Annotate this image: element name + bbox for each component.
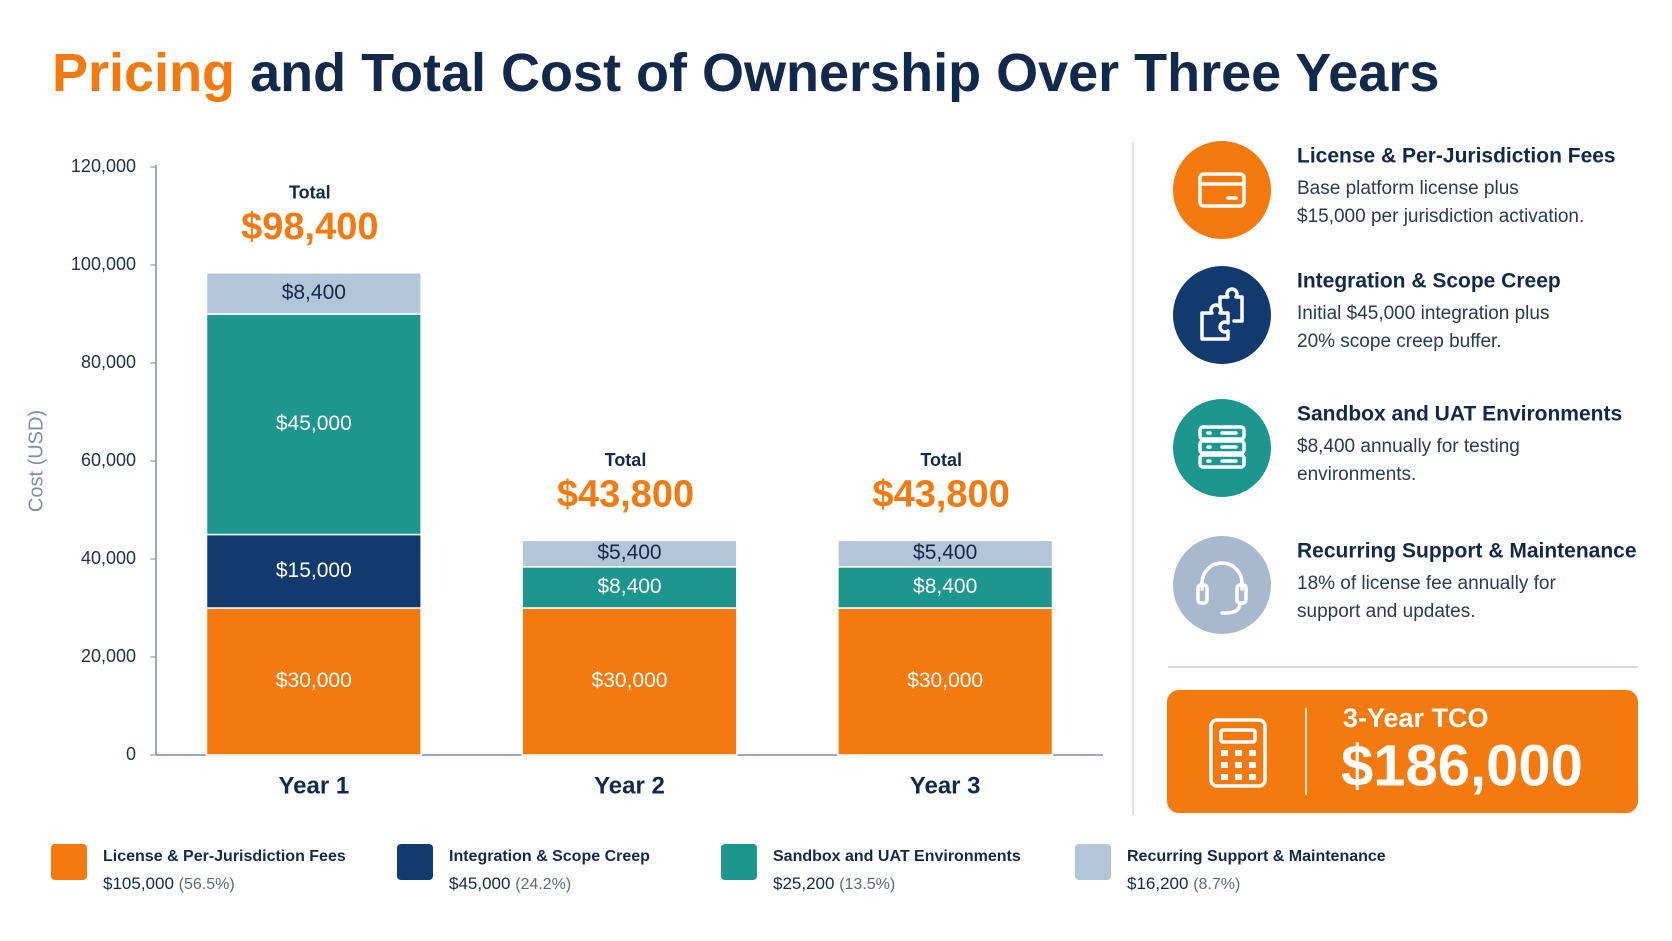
side-description: support and updates.: [1297, 601, 1476, 622]
legend-total: $16,200: [1127, 874, 1188, 893]
icon-part: [1200, 561, 1244, 591]
legend-swatch: [51, 844, 87, 880]
side-description: Initial $45,000 integration plus: [1297, 303, 1549, 324]
legend-name: Integration & Scope Creep: [449, 848, 650, 865]
icon-part: [1196, 583, 1209, 605]
legend-share: (8.7%): [1193, 876, 1240, 893]
total-value: $98,400: [241, 206, 378, 248]
side-description: $8,400 annually for testing: [1297, 436, 1520, 457]
segment-label: $5,400: [913, 541, 977, 564]
segment-label: $45,000: [276, 412, 352, 435]
side-description: 20% scope creep buffer.: [1297, 331, 1502, 352]
legend-total: $25,200: [773, 874, 834, 893]
legend-total: $105,000: [103, 874, 174, 893]
legend-swatch: [397, 844, 433, 880]
side-icon: [1196, 561, 1248, 615]
side-icon: [1200, 287, 1244, 341]
icon-part: [1200, 287, 1244, 341]
side-description: Base platform license plus: [1297, 178, 1519, 199]
segment-label: $15,000: [276, 559, 352, 582]
legend-total: $45,000: [449, 874, 510, 893]
legend-swatch: [721, 844, 757, 880]
side-title: Sandbox and UAT Environments: [1297, 403, 1622, 426]
side-title: Recurring Support & Maintenance: [1297, 540, 1637, 563]
bar-segment: [837, 566, 1054, 609]
segment-label: $8,400: [597, 575, 661, 598]
legend-amount: $16,200 (8.7%): [1127, 874, 1240, 893]
segment-label: $5,400: [597, 541, 661, 564]
side-description: environments.: [1297, 464, 1416, 485]
legend-name: License & Per-Jurisdiction Fees: [103, 848, 346, 865]
side-circle: [1173, 141, 1271, 239]
x-tick-label: Year 1: [278, 772, 349, 799]
legend-name: Sandbox and UAT Environments: [773, 848, 1021, 865]
y-tick-label: 120,000: [71, 156, 136, 176]
bar-segment: [837, 539, 1054, 568]
y-tick-label: 0: [126, 744, 136, 764]
bar-segment: [521, 607, 738, 756]
side-description: $15,000 per jurisdiction activation.: [1297, 206, 1584, 227]
segment-label: $30,000: [276, 669, 352, 692]
y-tick-label: 80,000: [81, 352, 136, 372]
legend-swatch: [1075, 844, 1111, 880]
bar-segment: [205, 607, 422, 756]
total-heading: Total: [920, 450, 962, 470]
segment-label: $30,000: [592, 669, 668, 692]
segment-label: $30,000: [907, 669, 983, 692]
side-icon: [1198, 425, 1246, 469]
total-value: $43,800: [557, 473, 694, 515]
icon-part: [1198, 172, 1246, 208]
side-title: Integration & Scope Creep: [1297, 270, 1561, 293]
y-tick-label: 40,000: [81, 548, 136, 568]
side-title: License & Per-Jurisdiction Fees: [1297, 145, 1616, 168]
legend-amount: $45,000 (24.2%): [449, 874, 571, 893]
title-highlight: Pricing: [52, 43, 235, 103]
x-tick-label: Year 3: [910, 772, 981, 799]
bar-segment: [205, 272, 422, 315]
y-tick-label: 100,000: [71, 254, 136, 274]
y-tick-label: 60,000: [81, 450, 136, 470]
side-circle: [1173, 536, 1271, 634]
icon-part: [1198, 439, 1246, 455]
bar-segment: [205, 313, 422, 536]
total-value: $43,800: [872, 473, 1009, 515]
icon-part: [1198, 425, 1246, 441]
total-heading: Total: [605, 450, 647, 470]
side-circle: [1173, 266, 1271, 364]
legend-share: (24.2%): [515, 876, 571, 893]
tco-value: $186,000: [1341, 733, 1583, 798]
segment-label: $8,400: [913, 575, 977, 598]
bar-segment: [205, 533, 422, 609]
icon-part: [1198, 453, 1246, 469]
x-tick-label: Year 2: [594, 772, 665, 799]
side-description: 18% of license fee annually for: [1297, 573, 1556, 594]
y-tick-label: 20,000: [81, 646, 136, 666]
tco-box: [1167, 690, 1638, 813]
calculator-icon: [1209, 718, 1267, 788]
bar-segment: [837, 607, 1054, 756]
legend-amount: $105,000 (56.5%): [103, 874, 235, 893]
title-rest: and Total Cost of Ownership Over Three Y…: [250, 43, 1439, 103]
title: Pricing and Total Cost of Ownership Over…: [52, 43, 1439, 103]
legend-share: (13.5%): [839, 876, 895, 893]
y-axis-title: Cost (USD): [25, 410, 47, 512]
legend-name: Recurring Support & Maintenance: [1127, 848, 1386, 865]
segment-label: $8,400: [282, 281, 346, 304]
bar-segment: [521, 539, 738, 568]
side-icon: [1198, 172, 1246, 208]
total-heading: Total: [289, 183, 331, 203]
icon-part: [1220, 601, 1242, 615]
legend-share: (56.5%): [179, 876, 235, 893]
tco-label: 3-Year TCO: [1343, 703, 1489, 733]
legend-amount: $25,200 (13.5%): [773, 874, 895, 893]
